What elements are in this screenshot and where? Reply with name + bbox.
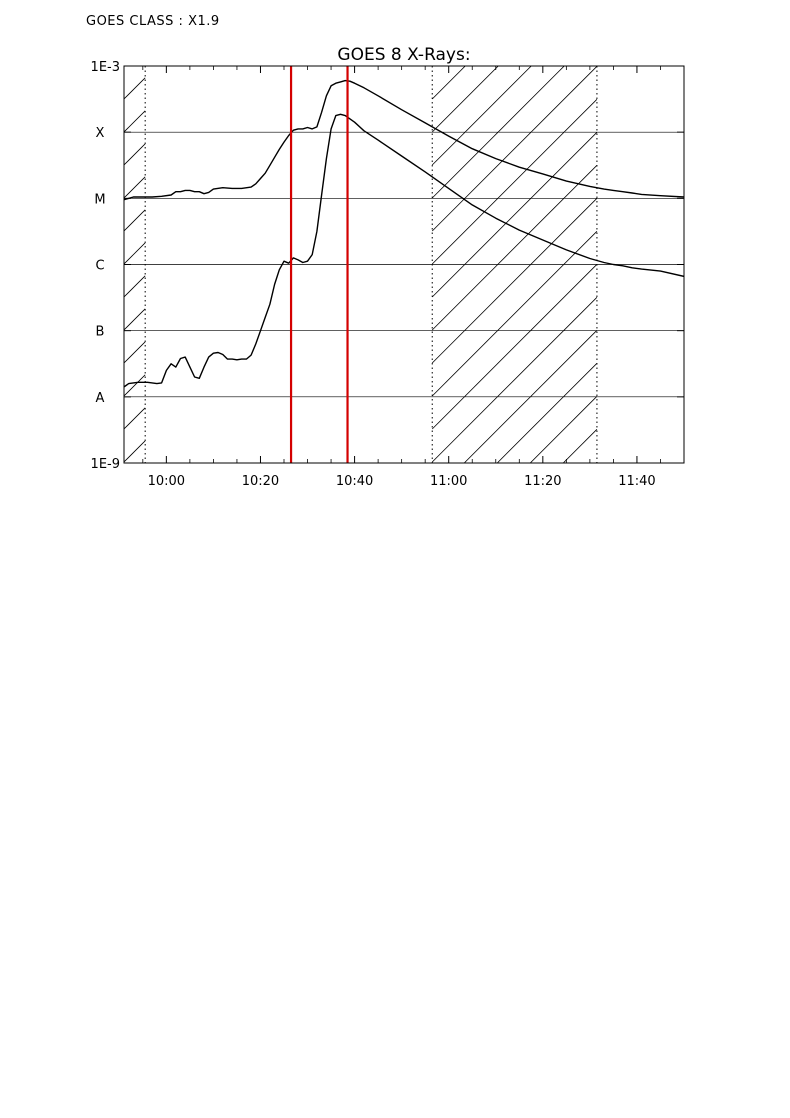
hatch-line [431,132,598,298]
hatch-line [124,308,146,331]
y-tick-label: C [95,259,104,274]
hatch-line [431,99,598,265]
grid-lines [124,131,684,398]
hatch-line [431,66,598,232]
hatch-line [124,275,146,298]
hatch-line [431,231,598,397]
series-line-1 [124,113,684,388]
hatch-line [431,165,598,331]
x-tick-label: 10:40 [336,474,373,489]
y-axis: 1E-3 X M C B A 1E-9 [91,60,684,472]
y-tick-label: X [96,126,105,141]
goes-class-label: GOES CLASS : X1.9 [86,14,220,29]
hatch-line [124,242,146,265]
vertical-markers [289,66,349,463]
hatch-line [124,374,146,397]
hatch-line [124,110,146,133]
y-tick-label: M [94,192,105,207]
series-line-0 [124,79,684,201]
x-tick-label: 10:00 [148,474,185,489]
hatch-line [562,429,598,463]
hatch-line [124,176,146,199]
hatch-line [431,297,598,463]
y-tick-label: A [96,391,105,406]
hatch-line [496,363,598,463]
hatch-line [124,440,146,463]
hatch-line [124,77,146,100]
hatch-line [431,66,499,133]
x-tick-label: 11:40 [618,474,655,489]
hatch-line [124,341,146,364]
x-tick-label: 11:20 [524,474,561,489]
flux-series [124,79,684,388]
y-tick-label: 1E-3 [91,60,120,75]
y-tick-label: 1E-9 [91,457,120,472]
x-tick-label: 11:00 [430,474,467,489]
hatch-line [431,198,598,364]
hatch-line [124,143,146,166]
hatch-line [124,209,146,232]
hatch-line [529,396,598,463]
hatch-line [124,407,146,430]
x-axis: 10:00 10:20 10:40 11:00 11:20 11:40 [142,66,685,489]
x-tick-label: 10:20 [242,474,279,489]
hatch-line [431,66,532,166]
hatch-line [431,66,466,100]
y-tick-label: B [96,325,105,340]
chart-title: GOES 8 X-Rays: [337,45,470,65]
hatch-line [431,264,598,430]
